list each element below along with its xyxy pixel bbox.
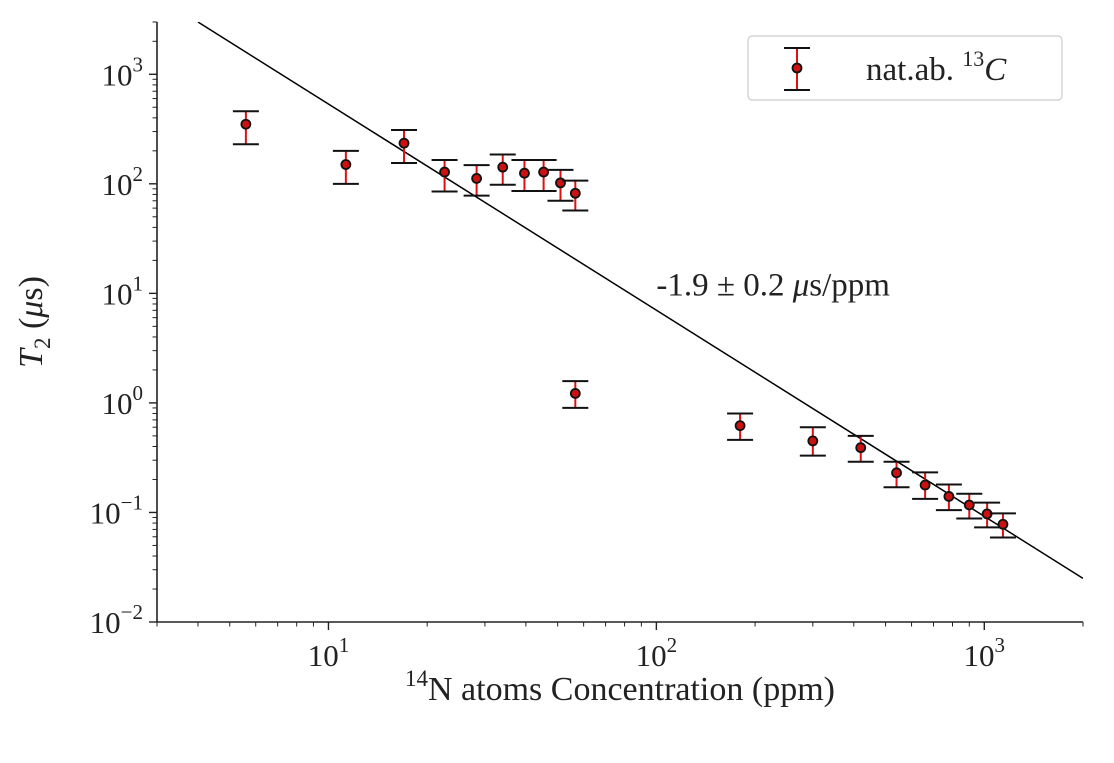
marker <box>963 499 975 511</box>
data-point <box>562 179 589 212</box>
data-point <box>989 512 1016 539</box>
marker <box>997 518 1009 530</box>
data-point <box>431 158 458 193</box>
data-point <box>232 110 259 146</box>
axes <box>149 21 1084 630</box>
marker <box>569 388 581 399</box>
data-point <box>391 128 418 164</box>
marker <box>471 173 483 184</box>
data-point <box>974 501 1001 529</box>
data-point <box>332 149 359 185</box>
marker <box>538 166 550 178</box>
data-point <box>511 158 538 192</box>
data-point <box>489 153 516 186</box>
marker <box>734 420 746 432</box>
marker <box>919 479 931 491</box>
x-tick-label: 101 <box>308 633 350 673</box>
y-tick-label: 10−1 <box>90 490 143 530</box>
legend: nat.ab. 13C <box>747 35 1063 101</box>
fit-line <box>197 22 1083 580</box>
slope-annotation: -1.9 ± 0.2 μs/ppm <box>656 268 890 304</box>
fit-line-layer <box>197 22 1083 580</box>
data-point <box>547 168 574 202</box>
x-axis-label: 14N atoms Concentration (ppm) <box>405 666 835 708</box>
marker <box>519 167 530 179</box>
y-tick-label: 101 <box>102 271 144 311</box>
data-points <box>232 110 1016 539</box>
legend-label: nat.ab. 13C <box>866 46 1007 88</box>
data-point <box>727 412 754 441</box>
marker <box>855 442 867 454</box>
marker <box>240 118 252 130</box>
marker <box>340 159 352 170</box>
y-tick-label: 10−2 <box>90 600 143 640</box>
marker <box>398 137 410 149</box>
y-tick-label: 102 <box>102 162 144 202</box>
data-point <box>463 164 490 197</box>
x-tick-label: 102 <box>636 633 678 673</box>
marker <box>569 187 581 199</box>
marker <box>943 491 955 502</box>
x-tick-label: 103 <box>964 633 1006 673</box>
legend-box <box>747 35 1063 101</box>
marker <box>497 161 509 173</box>
y-axis-label: T2 (μs) <box>13 276 55 368</box>
data-point <box>912 471 939 500</box>
data-point <box>847 434 874 463</box>
marker <box>891 467 902 479</box>
legend-dot <box>791 62 803 74</box>
data-point <box>562 380 589 409</box>
data-point <box>935 483 962 512</box>
legend-marker <box>784 47 810 91</box>
data-point <box>883 460 910 489</box>
y-tick-label: 103 <box>102 52 144 92</box>
data-point <box>530 158 557 192</box>
marker <box>807 435 819 447</box>
data-point <box>956 492 983 520</box>
y-tick-label: 100 <box>102 381 144 421</box>
data-point <box>799 426 826 457</box>
marker <box>439 166 450 178</box>
labels: 10−2 10−1 100 101 102 103 101 102 103 14N atoms C… <box>13 52 1005 708</box>
